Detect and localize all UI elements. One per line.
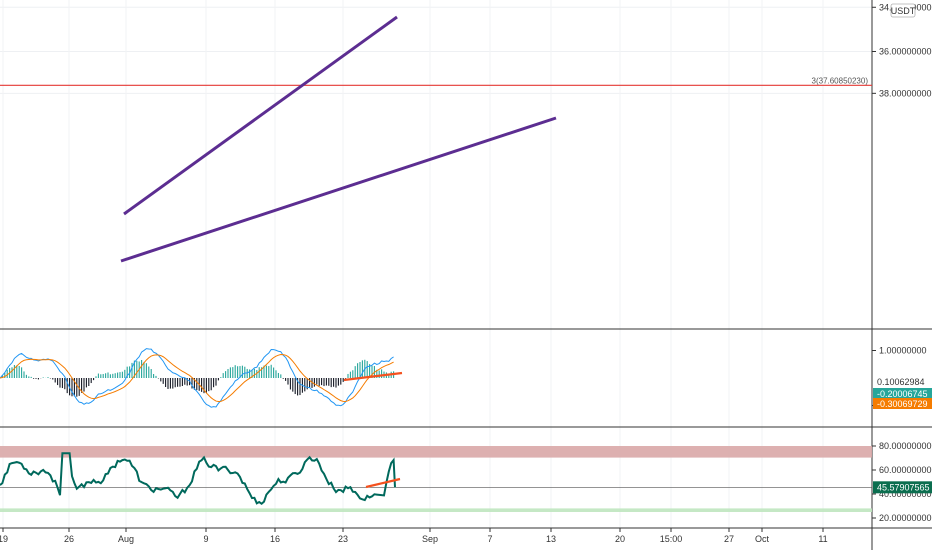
signal-line [0, 353, 394, 403]
rising-wedge-lower-line[interactable] [120, 116, 557, 263]
y-tick-label: 60.00000000 [879, 465, 932, 475]
x-tick-label: 26 [64, 534, 74, 544]
y-tick-label: 20.00000000 [879, 513, 932, 523]
y-tick-label: 38.00000000 [879, 88, 932, 98]
oscillator-divergence-line[interactable] [343, 371, 403, 382]
oscillator-tag-label: -0.20006745 [877, 389, 928, 399]
x-tick-label: Sep [422, 534, 438, 544]
x-tick-label: Oct [755, 534, 770, 544]
oscillator-tag-box [873, 398, 932, 409]
horizontal-level-label: 3(37.60850230) [812, 76, 869, 85]
rsi-line [0, 452, 396, 506]
x-tick-label: 19 [0, 534, 8, 544]
x-tick-label: 9 [203, 534, 208, 544]
time-axis[interactable]: 19 26 Aug 9 16 23 Sep 7 13 20 15:00 27 Oct 11 [0, 528, 828, 544]
rsi-overbought-band [0, 446, 872, 458]
price-pane[interactable]: 3(37.60850230)2.618(25.15821394)2.414(20… [0, 0, 872, 263]
oscillator-pane[interactable] [0, 348, 403, 408]
x-tick-label: 16 [270, 534, 280, 544]
rsi-tag-label: 45.57907565 [877, 482, 930, 492]
y-tick-label: 36.00000000 [879, 47, 932, 57]
grid-lines [0, 0, 872, 528]
oscillator-tag-box [873, 376, 932, 387]
x-tick-label: 27 [724, 534, 734, 544]
oscillator-tag-label: -0.30069729 [877, 399, 928, 409]
oscillator-tag-box [873, 388, 932, 399]
x-tick-label: 7 [487, 534, 492, 544]
rsi-pane[interactable] [0, 446, 872, 512]
x-tick-label: 23 [338, 534, 348, 544]
rsi-divergence-line[interactable] [365, 477, 401, 489]
x-tick-label: 20 [615, 534, 625, 544]
x-tick-label: 11 [818, 534, 827, 544]
y-tick-label: 40.00000000 [879, 489, 932, 499]
currency-label: USDT [891, 6, 916, 16]
rsi-oversold-band [0, 508, 872, 512]
x-tick-label: 13 [546, 534, 556, 544]
x-tick-label: 15:00 [660, 534, 683, 544]
rsi-tag-box [873, 481, 932, 494]
rising-wedge-upper-line[interactable] [123, 15, 398, 216]
y-tick-label: 1.00000000 [879, 346, 927, 356]
currency-badge[interactable] [890, 3, 916, 18]
oscillator-tag-label: 0.10062984 [877, 377, 925, 387]
x-tick-label: Aug [118, 534, 134, 544]
y-tick-label: 80.00000000 [879, 441, 932, 451]
macd-line [0, 348, 394, 408]
